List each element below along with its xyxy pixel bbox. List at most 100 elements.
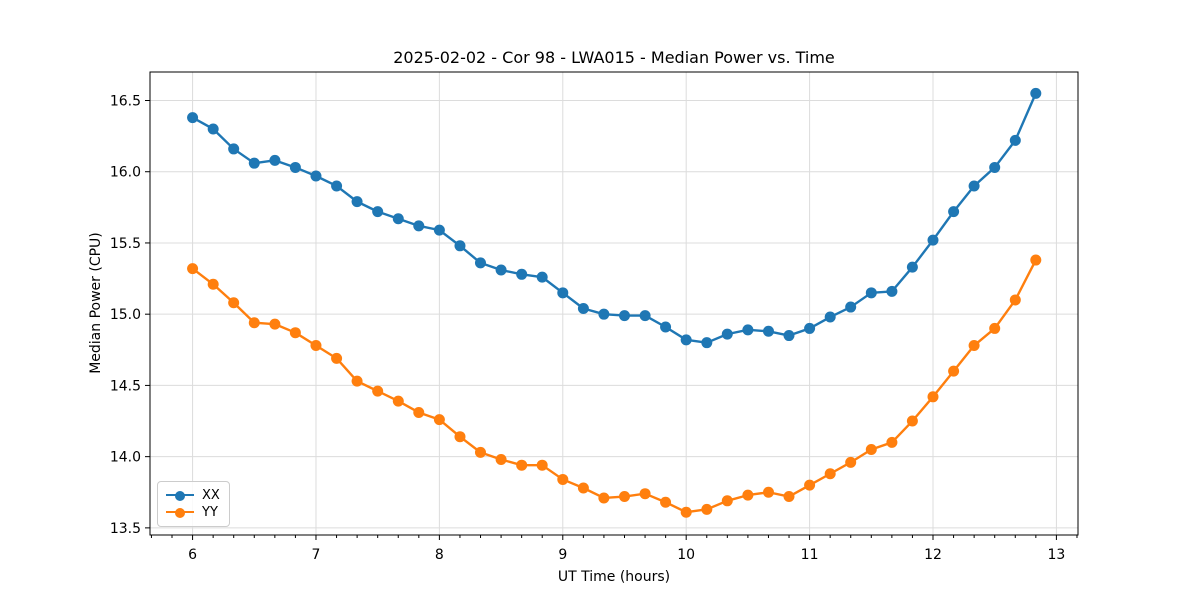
data-point bbox=[721, 328, 733, 340]
gridlines bbox=[150, 72, 1078, 535]
data-point bbox=[516, 268, 528, 280]
x-axis-label: UT Time (hours) bbox=[558, 569, 670, 585]
data-point bbox=[906, 415, 918, 427]
data-point bbox=[207, 123, 219, 135]
data-point bbox=[886, 436, 898, 448]
data-point bbox=[536, 271, 548, 283]
data-point bbox=[804, 479, 816, 491]
data-point bbox=[927, 234, 939, 246]
data-point bbox=[598, 308, 610, 320]
x-tick-label: 13 bbox=[1047, 547, 1065, 563]
data-point bbox=[845, 456, 857, 468]
data-point bbox=[1030, 254, 1042, 266]
data-point bbox=[351, 196, 363, 208]
data-point bbox=[639, 488, 651, 500]
data-point bbox=[1030, 87, 1042, 99]
legend-label-yy: YY bbox=[202, 505, 218, 520]
data-point bbox=[680, 506, 692, 518]
data-point bbox=[433, 414, 445, 426]
data-point bbox=[433, 224, 445, 236]
data-point bbox=[495, 264, 507, 276]
data-point bbox=[516, 459, 528, 471]
data-point bbox=[187, 112, 199, 124]
legend-item-yy: YY bbox=[166, 506, 220, 519]
data-point bbox=[228, 143, 240, 155]
data-point bbox=[742, 324, 754, 336]
data-point bbox=[742, 489, 754, 501]
legend-label-xx: XX bbox=[202, 488, 220, 503]
data-point bbox=[454, 431, 466, 443]
data-point bbox=[906, 261, 918, 273]
data-point bbox=[968, 180, 980, 192]
legend-line-marker-yy-icon bbox=[166, 507, 194, 518]
data-point bbox=[701, 337, 713, 349]
data-point bbox=[289, 161, 301, 173]
data-point bbox=[948, 365, 960, 377]
data-point bbox=[763, 325, 774, 337]
data-point bbox=[372, 385, 384, 397]
y-tick-label: 15.5 bbox=[110, 236, 141, 252]
data-point bbox=[310, 340, 322, 352]
data-point bbox=[557, 287, 569, 299]
series-line bbox=[191, 92, 1037, 344]
plot-border bbox=[149, 71, 1079, 536]
data-point bbox=[474, 257, 486, 269]
x-tick-label: 6 bbox=[188, 547, 197, 563]
data-point bbox=[248, 157, 260, 169]
data-point bbox=[824, 468, 836, 480]
y-tick-label: 16.0 bbox=[110, 165, 141, 181]
data-point bbox=[680, 334, 692, 346]
data-point bbox=[372, 206, 384, 218]
data-point bbox=[618, 491, 630, 503]
data-point bbox=[269, 154, 281, 166]
series-yy bbox=[187, 254, 1042, 518]
axis-ticks bbox=[145, 99, 1078, 540]
data-point bbox=[927, 391, 939, 403]
legend-item-xx: XX bbox=[166, 489, 220, 502]
data-point bbox=[1009, 134, 1021, 146]
legend-line-marker-xx-icon bbox=[166, 490, 194, 501]
data-point bbox=[824, 311, 836, 323]
data-point bbox=[989, 161, 1001, 173]
data-point bbox=[331, 180, 343, 192]
data-point bbox=[207, 278, 219, 290]
y-tick-label: 14.5 bbox=[110, 378, 141, 394]
legend: XX YY bbox=[157, 481, 230, 527]
data-point bbox=[413, 220, 425, 232]
data-point bbox=[228, 297, 240, 309]
data-point bbox=[248, 317, 260, 329]
data-point bbox=[989, 322, 1001, 334]
x-tick-label: 10 bbox=[677, 547, 695, 563]
data-point bbox=[886, 285, 898, 297]
data-point bbox=[557, 473, 569, 485]
data-point bbox=[392, 213, 404, 225]
data-point bbox=[701, 503, 713, 515]
y-tick-label: 16.5 bbox=[110, 93, 141, 109]
data-point bbox=[845, 301, 857, 313]
series-group bbox=[187, 87, 1042, 518]
data-point bbox=[660, 321, 672, 333]
y-tick-label: 14.0 bbox=[110, 450, 141, 466]
data-point bbox=[948, 206, 960, 218]
x-tick-label: 9 bbox=[558, 547, 567, 563]
data-point bbox=[577, 302, 589, 314]
data-point bbox=[763, 486, 774, 498]
x-tick-label: 7 bbox=[312, 547, 321, 563]
data-point bbox=[413, 406, 425, 418]
data-point bbox=[639, 310, 651, 322]
chart-title: 2025-02-02 - Cor 98 - LWA015 - Median Po… bbox=[393, 48, 835, 67]
y-tick-label: 13.5 bbox=[110, 521, 141, 537]
data-point bbox=[331, 352, 343, 364]
data-point bbox=[495, 454, 507, 465]
data-point bbox=[536, 459, 548, 471]
x-tick-label: 12 bbox=[924, 547, 942, 563]
x-tick-label: 11 bbox=[801, 547, 819, 563]
data-point bbox=[865, 287, 877, 299]
data-point bbox=[865, 444, 877, 456]
data-point bbox=[598, 492, 610, 504]
data-point bbox=[474, 446, 486, 458]
tick-labels: 6 7 8 9 10 11 12 13 13.5 14.0 14.5 15.0 15.5 16.0 16.5 bbox=[110, 93, 1065, 563]
x-tick-label: 8 bbox=[435, 547, 444, 563]
